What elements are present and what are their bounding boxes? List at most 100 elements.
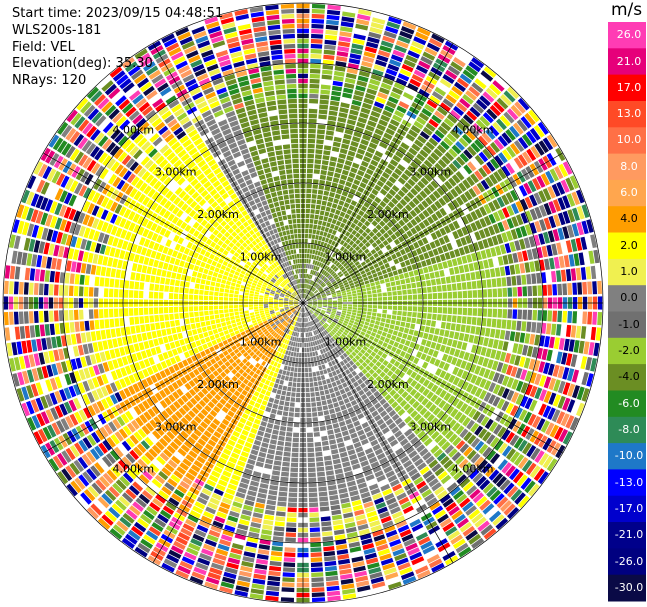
velocity-gate (287, 312, 292, 316)
velocity-gate (399, 30, 413, 40)
velocity-gate (429, 95, 441, 105)
velocity-gate (346, 267, 352, 272)
velocity-gate (290, 308, 295, 311)
velocity-gate (101, 514, 114, 526)
velocity-gate (305, 279, 308, 284)
velocity-gate (56, 420, 66, 433)
velocity-gate (228, 358, 235, 364)
velocity-gate (234, 426, 243, 433)
velocity-gate (272, 316, 277, 320)
velocity-gate (411, 263, 418, 270)
velocity-gate (487, 237, 494, 247)
velocity-gate (504, 352, 512, 363)
velocity-gate (393, 515, 406, 524)
velocity-gate (259, 346, 264, 352)
velocity-gate (322, 379, 327, 385)
velocity-gate (492, 211, 501, 222)
velocity-gate (399, 273, 405, 280)
velocity-gate (534, 143, 545, 156)
velocity-gate (266, 453, 275, 460)
velocity-gate (406, 334, 413, 341)
velocity-gate (571, 223, 580, 237)
velocity-gate (332, 295, 337, 298)
velocity-gate (135, 325, 141, 334)
velocity-gate (326, 320, 332, 324)
velocity-gate (451, 357, 458, 366)
velocity-gate (305, 387, 310, 393)
velocity-gate (295, 316, 298, 322)
velocity-gate (365, 474, 375, 482)
velocity-gate (308, 321, 311, 327)
velocity-gate (465, 272, 471, 281)
velocity-gate (322, 445, 330, 451)
velocity-gate (166, 554, 180, 564)
velocity-gate (358, 364, 365, 371)
velocity-gate (316, 308, 322, 311)
velocity-gate (486, 145, 497, 157)
velocity-gate (285, 322, 289, 327)
velocity-gate (310, 552, 322, 558)
velocity-gate (382, 382, 390, 390)
velocity-gate (238, 519, 250, 526)
velocity-gate (442, 74, 455, 84)
velocity-gate (238, 455, 248, 463)
velocity-gate (204, 581, 218, 590)
velocity-gate (382, 216, 390, 224)
velocity-gate (315, 235, 319, 240)
velocity-gate (362, 294, 367, 298)
velocity-gate (544, 258, 550, 270)
velocity-gate (530, 447, 541, 461)
velocity-gate (155, 494, 167, 504)
velocity-gate (248, 334, 254, 340)
velocity-gate (289, 305, 294, 307)
velocity-gate (526, 445, 537, 458)
velocity-gate (451, 283, 457, 291)
velocity-gate (315, 149, 323, 155)
velocity-gate (282, 349, 287, 355)
velocity-gate (327, 318, 333, 323)
velocity-gate (380, 317, 386, 323)
velocity-gate (516, 119, 528, 132)
velocity-gate (534, 387, 543, 400)
velocity-gate (468, 353, 475, 363)
velocity-gate (309, 512, 319, 518)
velocity-gate (395, 557, 409, 566)
velocity-gate (323, 150, 331, 156)
velocity-gate (300, 332, 303, 338)
velocity-gate (388, 581, 402, 590)
velocity-gate (293, 321, 297, 326)
velocity-gate (235, 379, 242, 386)
velocity-gate (402, 382, 410, 390)
velocity-gate (368, 368, 375, 375)
velocity-gate (286, 340, 290, 345)
velocity-gate (565, 415, 575, 429)
velocity-gate (181, 345, 188, 352)
velocity-gate (346, 289, 351, 293)
velocity-gate (576, 205, 585, 220)
velocity-gate (245, 354, 252, 361)
velocity-gate (510, 489, 523, 502)
velocity-gate (97, 341, 104, 351)
velocity-gate (210, 525, 222, 533)
velocity-gate (284, 446, 291, 452)
velocity-gate (212, 378, 220, 385)
velocity-gate (533, 234, 541, 246)
velocity-gate (368, 205, 376, 212)
velocity-gate (368, 142, 378, 150)
velocity-gate (441, 427, 451, 437)
velocity-gate (151, 364, 159, 374)
velocity-gate (11, 342, 18, 356)
velocity-gate (399, 399, 408, 408)
velocity-gate (334, 334, 339, 339)
velocity-gate (362, 298, 368, 302)
velocity-gate (542, 405, 552, 418)
velocity-gate (451, 451, 462, 462)
velocity-gate (367, 297, 373, 301)
velocity-gate (345, 316, 351, 320)
velocity-gate (269, 307, 274, 310)
velocity-gate (468, 188, 477, 198)
velocity-gate (249, 326, 255, 332)
velocity-gate (562, 283, 568, 296)
velocity-gate (528, 109, 540, 123)
velocity-gate (229, 351, 236, 357)
